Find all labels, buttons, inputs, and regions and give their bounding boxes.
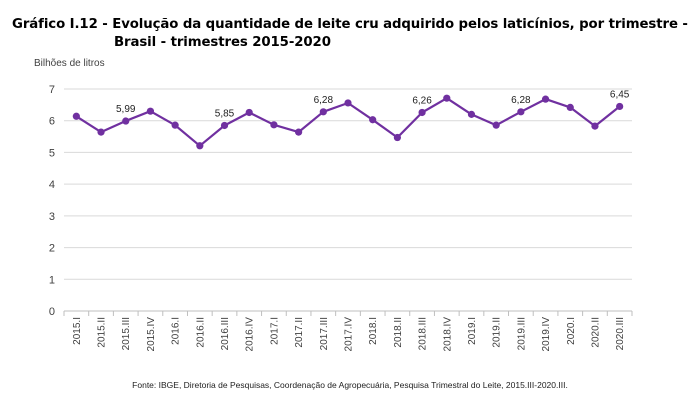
data-label: 5,99 xyxy=(116,104,136,115)
data-point xyxy=(122,117,130,125)
data-point xyxy=(467,110,476,118)
data-point xyxy=(72,112,80,120)
data-point xyxy=(591,122,599,130)
x-tick-label: 2015.II xyxy=(97,317,108,348)
data-point xyxy=(220,121,229,130)
chart-title-line-2: Brasil - trimestres 2015-2020 xyxy=(114,35,331,50)
data-label: 6,45 xyxy=(610,89,630,100)
y-tick-label: 5 xyxy=(49,147,55,159)
data-point xyxy=(270,121,278,129)
y-tick-label: 7 xyxy=(49,84,55,96)
x-tick-label: 2017.I xyxy=(269,317,280,345)
data-label: 6,26 xyxy=(412,95,432,106)
data-point xyxy=(295,128,303,136)
data-point xyxy=(245,108,253,117)
x-tick-label: 2015.IV xyxy=(146,317,157,352)
data-point xyxy=(146,107,155,115)
x-tick-label: 2016.II xyxy=(195,317,206,348)
data-point xyxy=(566,103,574,111)
y-tick-label: 1 xyxy=(49,274,55,286)
x-tick-label: 2017.IV xyxy=(344,317,355,352)
data-label: 6,28 xyxy=(314,95,334,106)
data-point xyxy=(418,108,426,117)
data-point xyxy=(492,121,500,129)
y-axis-title: Bilhões de litros xyxy=(34,58,105,69)
axis-layer: Bilhões de litros 0 1 2 3 4 5 6 7 2015.I 2015.II 20… xyxy=(34,58,633,352)
data-point xyxy=(616,102,624,111)
data-point xyxy=(344,99,352,107)
x-tick-label: 2019.II xyxy=(492,317,503,348)
x-tick-label: 2018.II xyxy=(393,317,404,348)
x-tick-label: 2018.IV xyxy=(442,317,453,352)
data-point xyxy=(97,128,105,136)
x-tick-label: 2019.III xyxy=(516,317,527,350)
chart-source-note: Fonte: IBGE, Diretoria de Pesquisas, Coo… xyxy=(132,380,568,390)
y-tick-label: 3 xyxy=(49,211,55,223)
data-label: 6,28 xyxy=(511,95,531,106)
x-tick-label: 2020.III xyxy=(615,317,626,350)
data-point xyxy=(443,94,451,102)
data-point xyxy=(319,108,327,116)
data-point xyxy=(369,116,377,124)
data-label: 5,85 xyxy=(215,108,235,119)
x-tick-label: 2016.III xyxy=(220,317,231,350)
x-tick-label: 2017.II xyxy=(294,317,305,348)
data-point xyxy=(541,95,550,103)
y-tick-label: 6 xyxy=(49,116,55,128)
x-tick-label: 2016.IV xyxy=(245,317,256,352)
x-tick-label: 2017.III xyxy=(319,317,330,350)
x-tick-label: 2019.I xyxy=(467,317,478,345)
data-point xyxy=(171,121,179,129)
x-tick-label: 2015.III xyxy=(121,317,132,350)
x-tick-label: 2019.IV xyxy=(541,317,552,352)
x-tick-label: 2018.III xyxy=(418,317,429,350)
series-layer xyxy=(72,94,624,150)
data-point xyxy=(517,108,525,116)
y-tick-label: 2 xyxy=(49,243,55,255)
x-tick-label: 2020.II xyxy=(590,317,601,348)
grid-layer xyxy=(64,88,632,280)
y-tick-label: 0 xyxy=(49,306,55,318)
y-tick-label: 4 xyxy=(49,179,55,191)
chart-title-line-1: Gráfico I.12 - Evolução da quantidade de… xyxy=(12,17,688,32)
label-layer: 5,99 5,85 6,28 6,26 6,28 6,45 xyxy=(116,89,630,119)
x-tick-label: 2020.I xyxy=(566,317,577,345)
x-tick-label: 2016.I xyxy=(171,317,182,345)
chart-title: Gráfico I.12 - Evolução da quantidade de… xyxy=(12,16,692,52)
x-tick-label: 2015.I xyxy=(72,317,83,345)
data-point xyxy=(196,142,204,150)
data-point xyxy=(393,133,401,142)
x-tick-label: 2018.I xyxy=(368,317,379,345)
